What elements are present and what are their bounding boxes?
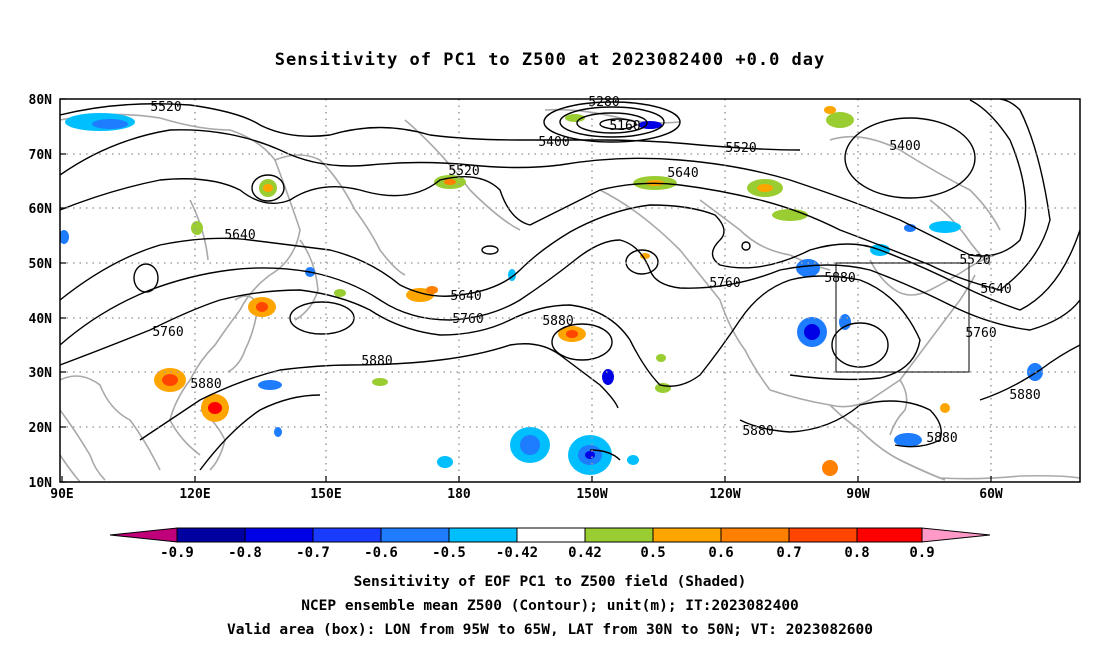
lat-label: 50N xyxy=(29,257,53,272)
longitude-labels: 90E 120E 150E 180 150W 120W 90W 60W xyxy=(50,487,1003,502)
lat-label: 80N xyxy=(29,93,53,108)
gridlines xyxy=(60,99,1080,482)
contour-label: 5400 xyxy=(538,135,569,150)
lon-label: 120E xyxy=(179,487,210,502)
latitude-axis xyxy=(60,98,66,483)
colorbar-cell xyxy=(109,527,178,543)
contour-label: 5400 xyxy=(889,139,920,154)
colorbar-label: 0.6 xyxy=(708,545,733,561)
colorbar-cell xyxy=(856,527,923,543)
colorbar-label: 0.5 xyxy=(640,545,665,561)
lon-label: 90E xyxy=(50,487,73,502)
colorbar-label: 0.7 xyxy=(776,545,801,561)
contour-label: 5760 xyxy=(152,325,183,340)
colorbar-label: 0.9 xyxy=(909,545,934,561)
contour-label: 5880 xyxy=(926,431,957,446)
colorbar-label: 0.8 xyxy=(844,545,869,561)
colorbar-cell xyxy=(516,527,586,543)
contour-label: 5520 xyxy=(150,100,181,115)
contour-label: 5520 xyxy=(448,164,479,179)
latitude-labels: 80N 70N 60N 50N 40N 30N 20N 10N xyxy=(29,93,53,491)
colorbar-label: -0.7 xyxy=(296,545,330,561)
lat-label: 40N xyxy=(29,312,53,327)
colorbar-cell xyxy=(788,527,858,543)
caption-line-2: NCEP ensemble mean Z500 (Contour); unit(… xyxy=(301,598,799,614)
colorbar-cell xyxy=(584,527,654,543)
lon-label: 180 xyxy=(447,487,471,502)
lon-label: 150W xyxy=(576,487,607,502)
contour-label: 5160 xyxy=(609,119,640,134)
contour-label: 5880 xyxy=(542,314,573,329)
contour-label: 5880 xyxy=(824,271,855,286)
coastlines xyxy=(60,108,1080,482)
lat-label: 30N xyxy=(29,366,53,381)
contour-label: 5880 xyxy=(190,377,221,392)
contour-label: 5640 xyxy=(224,228,255,243)
colorbar-labels: -0.9 -0.8 -0.7 -0.6 -0.5 -0.42 0.42 0.5 … xyxy=(160,545,935,561)
caption-line-1: Sensitivity of EOF PC1 to Z500 field (Sh… xyxy=(353,574,747,590)
colorbar xyxy=(109,527,991,543)
contour-label: 5280 xyxy=(588,95,619,110)
lon-label: 120W xyxy=(709,487,740,502)
contour-label: 5760 xyxy=(452,312,483,327)
longitude-axis xyxy=(61,476,992,482)
colorbar-cell xyxy=(244,527,314,543)
contour-label: 5880 xyxy=(361,354,392,369)
map-frame xyxy=(59,98,1081,483)
lat-label: 60N xyxy=(29,202,53,217)
colorbar-cell xyxy=(312,527,382,543)
colorbar-label: 0.42 xyxy=(568,545,602,561)
colorbar-cell xyxy=(380,527,450,543)
colorbar-cell xyxy=(720,527,790,543)
contour-labels: 5280 5160 5400 5400 5520 5520 5520 5520 … xyxy=(150,95,1040,446)
contour-label: 5640 xyxy=(980,282,1011,297)
caption-line-3: Valid area (box): LON from 95W to 65W, L… xyxy=(226,622,873,638)
valid-area-box xyxy=(835,262,970,373)
colorbar-cell xyxy=(176,527,246,543)
lat-label: 10N xyxy=(29,476,53,491)
lon-label: 90W xyxy=(846,487,870,502)
contour-label: 5640 xyxy=(667,166,698,181)
contour-label: 5880 xyxy=(1009,388,1040,403)
colorbar-cell xyxy=(652,527,722,543)
colorbar-label: -0.6 xyxy=(364,545,398,561)
lat-label: 70N xyxy=(29,148,53,163)
contour-label: 5640 xyxy=(450,289,481,304)
colorbar-cell xyxy=(448,527,518,543)
contour-label: 5520 xyxy=(725,141,756,156)
map-title: Sensitivity of PC1 to Z500 at 2023082400… xyxy=(274,50,826,70)
colorbar-label: -0.5 xyxy=(432,545,466,561)
lon-label: 150E xyxy=(310,487,341,502)
contour-label: 5520 xyxy=(959,253,990,268)
lon-label: 60W xyxy=(979,487,1003,502)
colorbar-cell xyxy=(921,527,991,543)
colorbar-label: -0.9 xyxy=(160,545,194,561)
colorbar-label: -0.8 xyxy=(228,545,262,561)
sensitivity-shading xyxy=(60,106,1043,476)
lat-label: 20N xyxy=(29,421,53,436)
colorbar-label: -0.42 xyxy=(496,545,538,561)
contour-label: 5760 xyxy=(709,276,740,291)
contour-label: 5760 xyxy=(965,326,996,341)
